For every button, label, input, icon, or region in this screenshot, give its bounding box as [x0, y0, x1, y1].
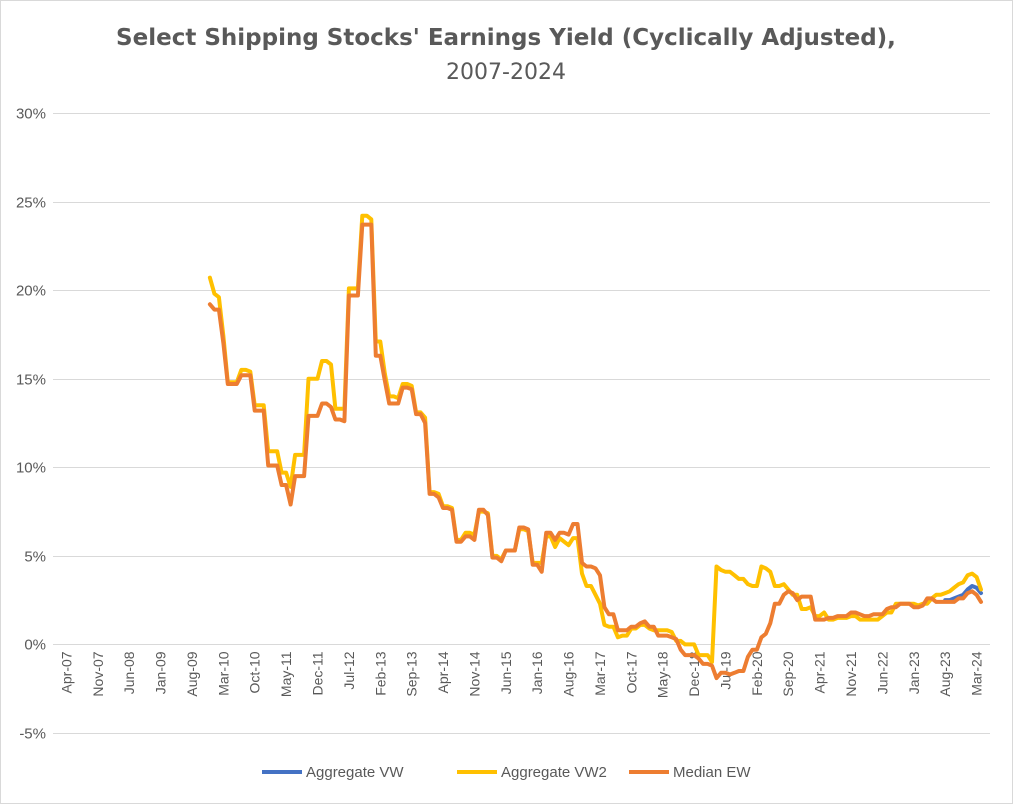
y-axis-tick-labels: 30% 25% 20% 15% 10% 5% 0% -5% [16, 106, 46, 743]
x-tick-label: Jun-22 [874, 651, 890, 694]
y-tick-label: 15% [16, 372, 46, 389]
x-tick-label: Jul-19 [717, 651, 733, 689]
y-tick-label: 5% [24, 549, 46, 566]
x-tick-label: Jan-23 [906, 651, 922, 694]
y-tick-label: 10% [16, 460, 46, 477]
x-tick-label: Nov-14 [466, 651, 482, 696]
y-tick-label: 20% [16, 283, 46, 300]
legend-label: Median EW [673, 764, 751, 781]
x-tick-label: Feb-13 [372, 651, 388, 696]
x-tick-label: Apr-07 [58, 651, 74, 693]
x-tick-label: Apr-14 [435, 651, 451, 693]
x-tick-label: Oct-17 [623, 651, 639, 693]
chart-title: Select Shipping Stocks' Earnings Yield (… [116, 25, 896, 51]
x-tick-label: Jan-16 [529, 651, 545, 694]
x-tick-label: May-18 [655, 651, 671, 698]
x-axis-tick-labels: Apr-07 Nov-07 Jun-08 Jan-09 Aug-09 Mar-10 Oct-… [58, 651, 984, 698]
legend: Aggregate VW Aggregate VW2 Median EW [262, 764, 751, 781]
x-tick-label: Aug-23 [937, 651, 953, 696]
y-tick-label: -5% [19, 726, 46, 743]
x-tick-label: Sep-20 [780, 651, 796, 696]
series-line-aggregate-vw2 [207, 213, 983, 665]
x-tick-label: Aug-09 [184, 651, 200, 696]
chart-subtitle: 2007-2024 [446, 60, 566, 85]
legend-label: Aggregate VW [306, 764, 404, 781]
x-tick-label: Jun-08 [121, 651, 137, 694]
x-tick-label: Jun-15 [498, 651, 514, 694]
legend-item-median-ew: Median EW [629, 764, 751, 781]
x-tick-label: Jul-12 [341, 651, 357, 689]
x-tick-label: Mar-10 [215, 651, 231, 696]
x-tick-label: Mar-24 [969, 651, 985, 696]
x-tick-label: Mar-17 [592, 651, 608, 696]
y-tick-label: 0% [24, 637, 46, 654]
x-tick-label: Dec-18 [686, 651, 702, 696]
legend-label: Aggregate VW2 [501, 764, 607, 781]
y-tick-label: 30% [16, 106, 46, 123]
x-tick-label: Nov-21 [843, 651, 859, 696]
x-tick-label: Sep-13 [404, 651, 420, 696]
x-tick-label: May-11 [278, 651, 294, 697]
series-line-median-ew [207, 222, 983, 681]
x-tick-label: Dec-11 [310, 651, 326, 695]
x-tick-label: Nov-07 [90, 651, 106, 696]
y-tick-label: 25% [16, 195, 46, 212]
x-tick-label: Aug-16 [561, 651, 577, 696]
x-tick-label: Feb-20 [749, 651, 765, 696]
plot-series [207, 213, 983, 681]
x-tick-label: Oct-10 [247, 651, 263, 693]
gridlines [53, 113, 990, 734]
series-line-aggregate-vw [943, 584, 983, 603]
x-tick-label: Jan-09 [153, 651, 169, 694]
x-tick-label: Apr-21 [812, 651, 828, 693]
legend-item-aggregate-vw2: Aggregate VW2 [457, 764, 607, 781]
legend-item-aggregate-vw: Aggregate VW [262, 764, 404, 781]
